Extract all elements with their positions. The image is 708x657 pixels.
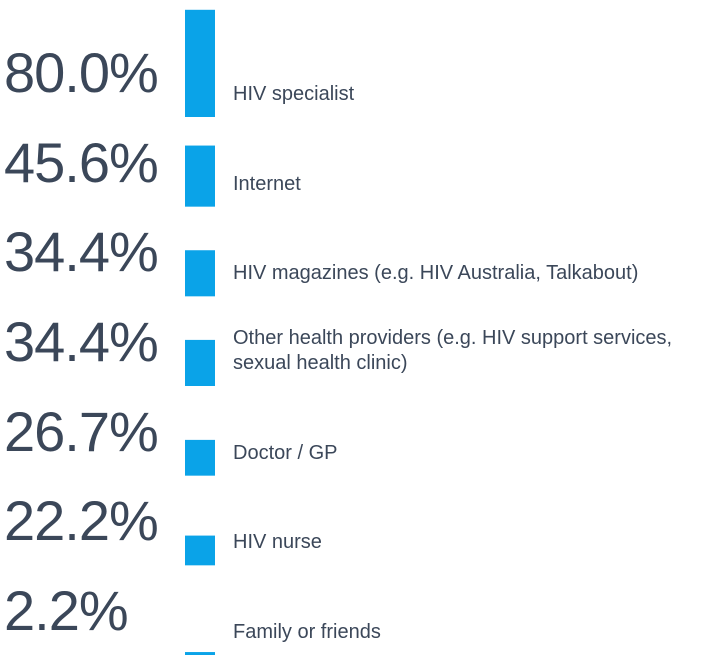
bar: [185, 535, 215, 566]
value-label: 2.2%: [4, 579, 129, 642]
bar: [185, 339, 215, 386]
value-label: 80.0%: [4, 41, 159, 104]
category-label: HIV magazines (e.g. HIV Australia, Talka…: [233, 262, 639, 285]
category-label: HIV nurse: [233, 531, 322, 554]
value-label: 34.4%: [4, 310, 159, 373]
category-label: Internet: [233, 172, 301, 195]
bar: [185, 250, 215, 297]
bar: [185, 145, 215, 207]
category-label: Other health providers (e.g. HIV support…: [233, 327, 673, 374]
value-label: 45.6%: [4, 130, 159, 194]
bar: [185, 652, 215, 655]
category-label: Doctor / GP: [233, 441, 338, 464]
value-label: 22.2%: [4, 489, 159, 553]
value-label: 34.4%: [4, 220, 159, 284]
category-label: HIV specialist: [233, 83, 355, 105]
category-label: Family or friends: [233, 621, 381, 643]
bar: [185, 439, 215, 476]
value-label: 26.7%: [4, 399, 159, 463]
bar: [185, 9, 215, 117]
